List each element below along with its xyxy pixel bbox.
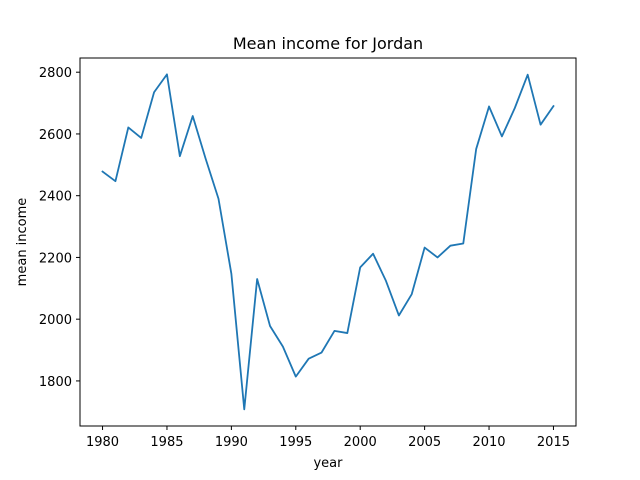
y-axis-label: mean income xyxy=(15,198,30,287)
chart-title: Mean income for Jordan xyxy=(233,34,423,53)
series-line-mean-income xyxy=(101,73,555,411)
y-tick-label: 1800 xyxy=(39,375,72,390)
x-tick-label: 1985 xyxy=(150,435,183,450)
x-axis-label: year xyxy=(313,456,343,471)
x-tick-label: 2005 xyxy=(408,435,441,450)
y-tick-label: 2000 xyxy=(39,313,72,328)
x-tick-label: 1980 xyxy=(86,435,119,450)
x-tick-label: 1990 xyxy=(215,435,248,450)
y-tick-label: 2400 xyxy=(39,190,72,205)
x-tick-label: 1995 xyxy=(279,435,312,450)
tick-group: 1980 1985 1990 1995 2000 2005 2010 2015 1800 2000… xyxy=(39,66,570,450)
x-tick-label: 2000 xyxy=(344,435,377,450)
x-tick-label: 2015 xyxy=(537,435,570,450)
y-tick-label: 2200 xyxy=(39,251,72,266)
y-tick-label: 2800 xyxy=(39,66,72,81)
y-tick-label: 2600 xyxy=(39,128,72,143)
plot-frame xyxy=(79,57,577,427)
x-tick-label: 2010 xyxy=(472,435,505,450)
